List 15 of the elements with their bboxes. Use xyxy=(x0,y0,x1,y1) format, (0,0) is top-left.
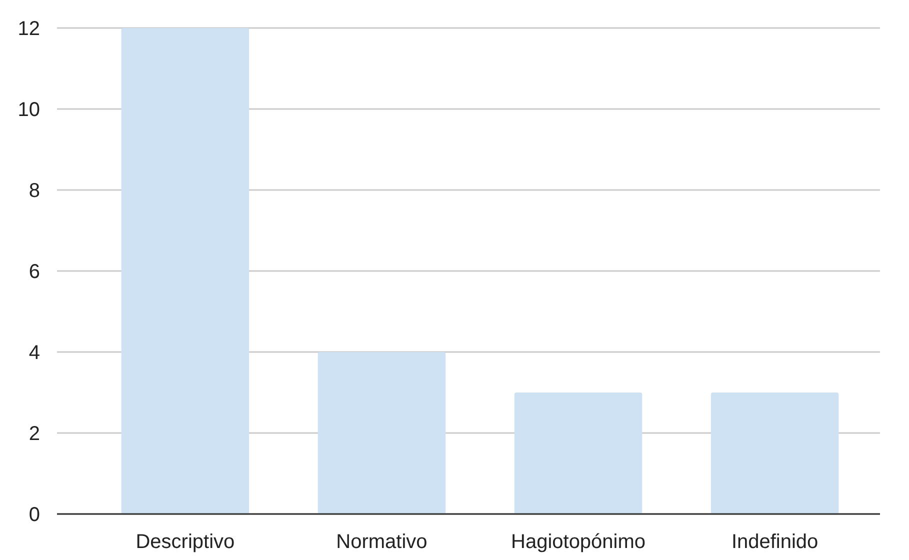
y-tick-label: 10 xyxy=(18,99,40,121)
x-tick-label: Indefinido xyxy=(731,531,818,553)
y-tick-label: 12 xyxy=(18,18,40,40)
y-tick-label: 6 xyxy=(28,261,40,283)
y-tick-label: 8 xyxy=(28,180,40,202)
x-tick-label: Descriptivo xyxy=(136,531,235,553)
y-tick-label: 0 xyxy=(28,504,40,526)
bar xyxy=(710,392,839,514)
y-tick-label: 2 xyxy=(28,423,40,445)
bar xyxy=(318,352,446,514)
x-tick-label: Hagiotopónimo xyxy=(511,531,646,553)
bar xyxy=(121,28,250,514)
y-tick-label: 4 xyxy=(28,342,40,364)
x-tick-label: Normativo xyxy=(336,531,428,553)
bar xyxy=(514,392,642,514)
